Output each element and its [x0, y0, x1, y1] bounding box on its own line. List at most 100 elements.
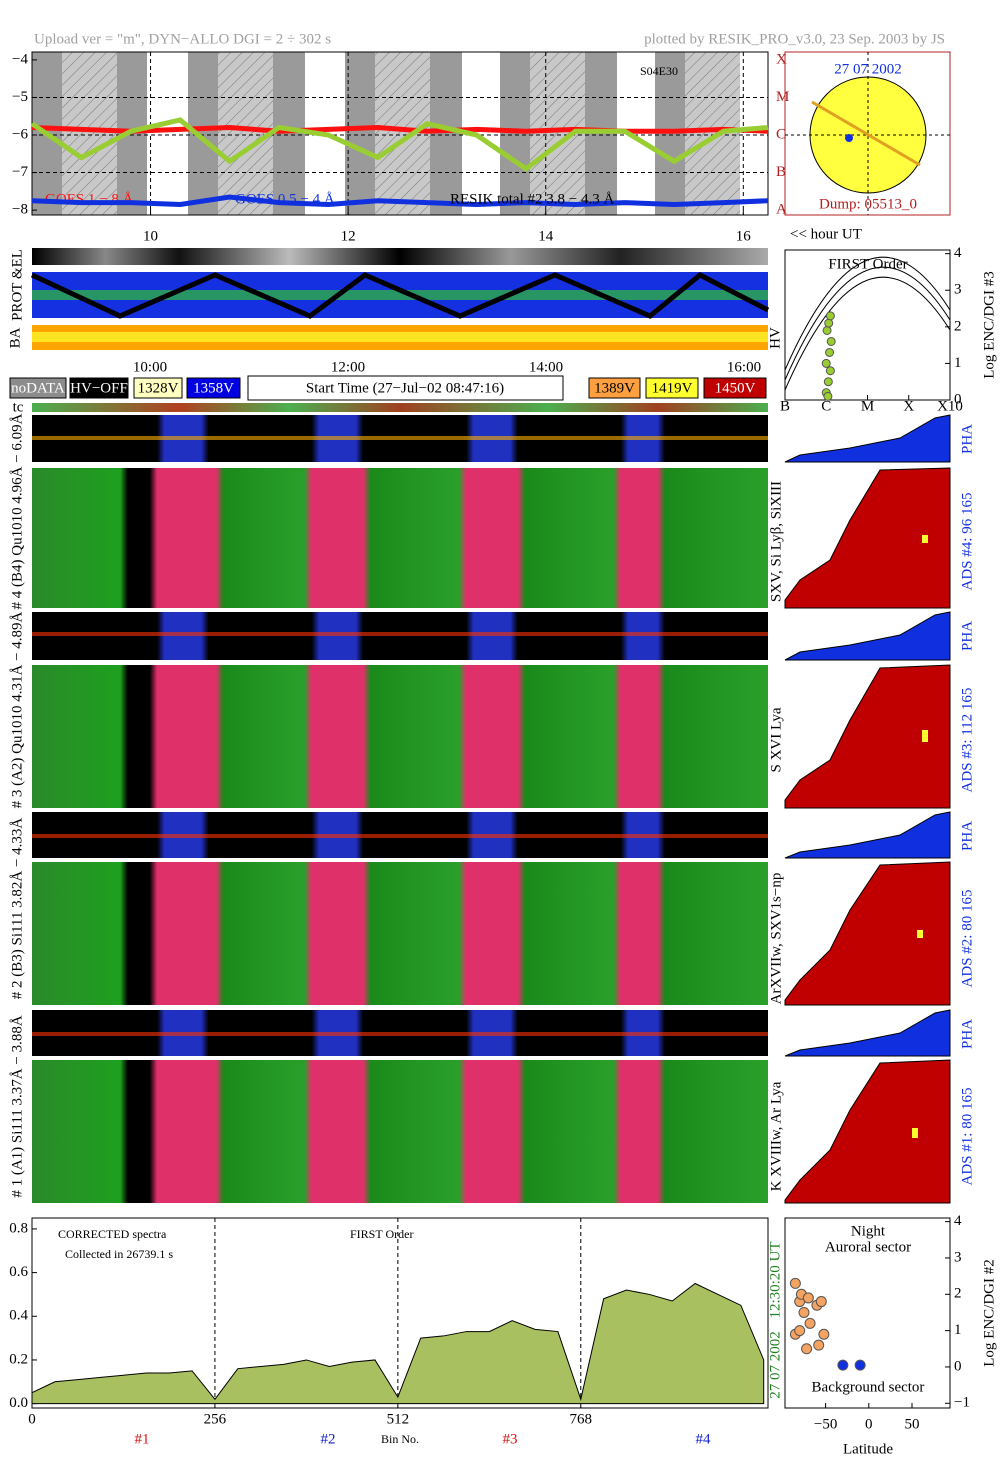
- lat-subtitle: Auroral sector: [825, 1239, 911, 1255]
- side-time: 12:30:20 UT: [767, 1241, 783, 1318]
- strips: [30, 248, 770, 412]
- ads-label: ADS #3: 112 165: [959, 688, 975, 793]
- point: [826, 336, 836, 346]
- section-label: #1: [135, 1431, 150, 1447]
- pha-label: PHA: [959, 821, 975, 851]
- x-axis-label: Latitude: [843, 1441, 893, 1457]
- channel-name: # 3 (A2) Qu1010 4.31Å − 4.89Å: [9, 611, 25, 808]
- pha-label: PHA: [959, 424, 975, 454]
- y-tick-label: 0.4: [9, 1308, 28, 1324]
- time-tick-label: 14:00: [529, 359, 563, 375]
- spectrum-note: Collected in 26739.1 s: [65, 1247, 173, 1261]
- y-tick-label: −8: [12, 202, 28, 218]
- x-tick-label: C: [821, 398, 831, 414]
- sun-date: 27 07 2002: [834, 61, 902, 77]
- prot-label: PROT &EL: [9, 249, 25, 321]
- section-label: #4: [696, 1431, 712, 1447]
- x-tick-label: 16: [736, 228, 752, 244]
- y-tick-label: 3: [954, 282, 962, 298]
- x-tick-label: 50: [904, 1416, 919, 1432]
- dump-label: Dump: 05513_0: [819, 196, 917, 212]
- legend-swatch: [69, 377, 129, 399]
- line-ids: ArXVIIw, SXV1s−np: [768, 873, 784, 1005]
- point: [823, 377, 833, 387]
- time-tick-label: 16:00: [727, 359, 761, 375]
- x-tick-label: 256: [204, 1411, 227, 1427]
- x-tick-label: B: [780, 398, 790, 414]
- first-order-title: FIRST Order: [828, 256, 907, 272]
- x-tick-label: 14: [538, 228, 554, 244]
- series-line: [31, 194, 769, 207]
- ads-label: ADS #1: 80 165: [959, 1088, 975, 1186]
- x-tick-label: 12: [341, 228, 356, 244]
- plot-frame: [784, 1217, 951, 1409]
- point: [824, 318, 834, 328]
- x-tick-label: X: [903, 398, 914, 414]
- point: [825, 366, 835, 376]
- point: [822, 325, 832, 335]
- x-tick-label: 0: [28, 1411, 36, 1427]
- header-left: Upload ver = "m", DYN−ALLO DGI = 2 ÷ 302…: [34, 31, 331, 47]
- point: [821, 358, 831, 368]
- legend-label: GOES 0.5 − 4 Å: [235, 191, 335, 207]
- first-order-curves: [784, 256, 951, 391]
- y-tick-label: 2: [954, 318, 962, 334]
- point: [813, 1339, 825, 1351]
- x-tick-label: 512: [387, 1411, 410, 1427]
- spectrum-note: CORRECTED spectra: [58, 1227, 167, 1241]
- legend-label: 1419V: [652, 380, 693, 396]
- point: [802, 1292, 814, 1304]
- point: [854, 1359, 866, 1371]
- x-tick-label: X10: [937, 398, 963, 414]
- y2-tick-label: X: [776, 51, 787, 67]
- channel-name: # 1 (A1) Si111 3.37Å − 3.88Å: [9, 1015, 25, 1198]
- line-ids: K XVIIIw, Ar Lya: [768, 1081, 784, 1191]
- y-tick-label: 0.2: [9, 1351, 28, 1367]
- legend-label: HV−OFF: [70, 380, 128, 396]
- y-tick-label: 2: [954, 1286, 962, 1302]
- y2-tick-label: A: [776, 202, 787, 218]
- pha-label: PHA: [959, 1019, 975, 1049]
- plot-frame: [31, 1217, 769, 1409]
- y-tick-label: 1: [954, 355, 962, 371]
- line-ids: SXV, Si Lyβ, SiXIII: [768, 481, 784, 602]
- point: [794, 1325, 806, 1337]
- point: [804, 1317, 816, 1329]
- point: [825, 347, 835, 357]
- x-tick-label: −50: [814, 1416, 837, 1432]
- y2-tick-label: C: [776, 126, 786, 142]
- x-axis-label: Bin No.: [381, 1432, 419, 1446]
- time-tick-label: 12:00: [331, 359, 365, 375]
- x-tick-label: M: [861, 398, 874, 414]
- section-label: #2: [321, 1431, 336, 1447]
- series-line: [31, 124, 769, 134]
- pha-label: PHA: [959, 621, 975, 651]
- legend-label: noDATA: [11, 380, 65, 396]
- legend-label: 1358V: [193, 380, 234, 396]
- y-tick-label: 0.0: [9, 1395, 28, 1411]
- y2-tick-label: M: [776, 89, 789, 105]
- point: [818, 1328, 830, 1340]
- spectrum-area: [31, 1282, 765, 1405]
- time-tick-label: 10:00: [133, 359, 167, 375]
- point: [823, 391, 833, 401]
- start-time-box: [247, 375, 564, 401]
- point: [815, 1296, 827, 1308]
- y-tick-label: 3: [954, 1249, 962, 1265]
- start-time: Start Time (27−Jul−02 08:47:16): [306, 380, 504, 396]
- header-right: plotted by RESIK_PRO_v3.0, 23 Sep. 2003 …: [644, 31, 945, 47]
- channel-name: # 2 (B3) Si111 3.82Å − 4.33Å: [9, 818, 25, 1000]
- legend-swatch: [703, 377, 767, 399]
- side-date: 27 07 2002: [767, 1331, 783, 1399]
- legend-label: 1328V: [138, 380, 179, 396]
- x-tick-label: 10: [143, 228, 158, 244]
- y-tick-label: −5: [12, 89, 28, 105]
- y-tick-label: 0.8: [9, 1220, 28, 1236]
- y-axis-label: Log ENC/DGI #3: [981, 271, 997, 379]
- tc-label: tc: [13, 399, 24, 415]
- x-tick-label: 0: [865, 1416, 873, 1432]
- lat-title: Night: [851, 1223, 886, 1239]
- legend-swatch: [9, 377, 67, 399]
- hour-label: << hour UT: [790, 226, 862, 242]
